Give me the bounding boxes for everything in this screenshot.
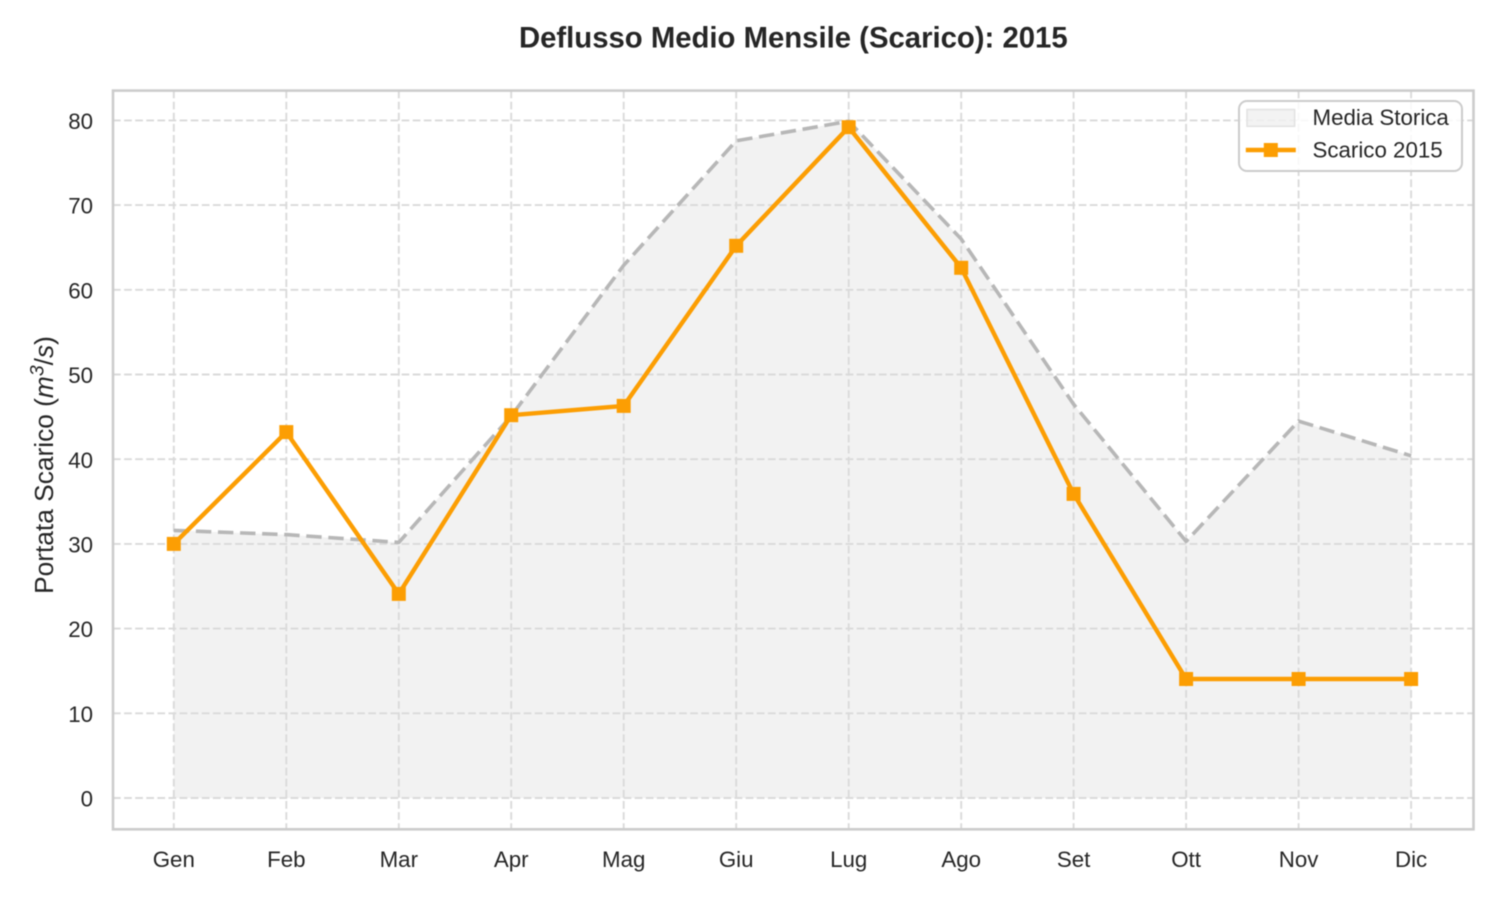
svg-text:Set: Set [1057, 847, 1091, 872]
svg-text:30: 30 [68, 533, 93, 558]
svg-text:Media Storica: Media Storica [1313, 105, 1450, 130]
svg-text:60: 60 [68, 278, 93, 303]
svg-text:Gen: Gen [153, 847, 195, 872]
svg-text:50: 50 [68, 363, 93, 388]
svg-text:Mag: Mag [602, 847, 645, 872]
svg-text:10: 10 [68, 702, 93, 727]
svg-text:Giu: Giu [719, 847, 754, 872]
svg-text:Ott: Ott [1171, 847, 1202, 872]
svg-text:20: 20 [68, 617, 93, 642]
svg-text:0: 0 [81, 787, 93, 812]
svg-text:Lug: Lug [830, 847, 867, 872]
svg-text:Apr: Apr [494, 847, 529, 872]
svg-text:80: 80 [68, 109, 93, 134]
svg-text:40: 40 [68, 448, 93, 473]
svg-text:70: 70 [68, 194, 93, 219]
svg-text:Portata Scarico (m3/s): Portata Scarico (m3/s) [27, 336, 59, 594]
svg-text:Mar: Mar [380, 847, 419, 872]
svg-text:Feb: Feb [267, 847, 305, 872]
svg-text:Nov: Nov [1279, 847, 1320, 872]
svg-text:Dic: Dic [1395, 847, 1427, 872]
svg-text:Ago: Ago [941, 847, 981, 872]
svg-text:Deflusso Medio Mensile (Scaric: Deflusso Medio Mensile (Scarico): 2015 [519, 22, 1068, 55]
svg-text:Scarico 2015: Scarico 2015 [1313, 138, 1443, 163]
